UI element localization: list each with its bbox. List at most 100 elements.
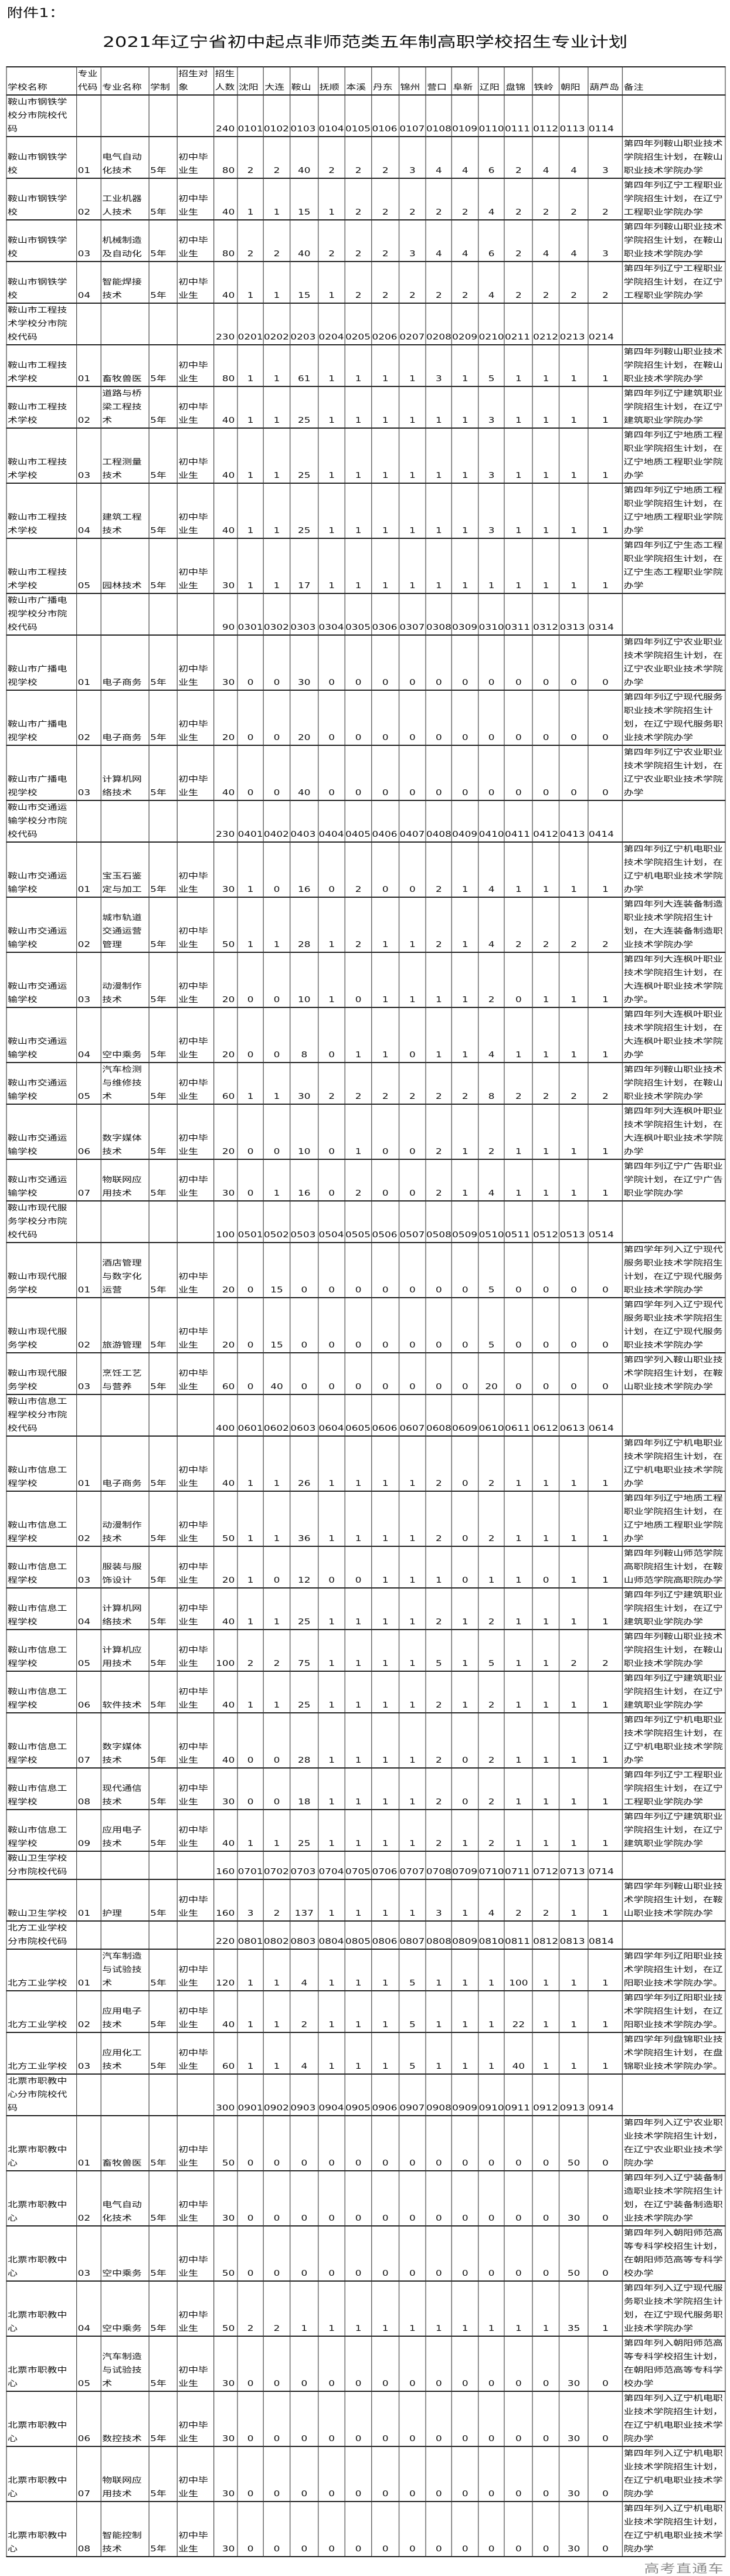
city-quota-cell: 1 xyxy=(588,841,623,898)
city-quota-cell: 1 xyxy=(451,386,479,429)
target-cell: 初中毕业生 xyxy=(176,1546,215,1589)
school-name-cell: 北方工业学校 xyxy=(6,1949,77,1991)
enrollment-total-cell: 230 xyxy=(213,800,238,843)
city-quota-cell: 0 xyxy=(344,1297,372,1353)
city-quota-cell: 2 xyxy=(425,261,453,304)
column-header: 备注 xyxy=(622,66,726,96)
duration-cell xyxy=(148,94,178,137)
city-quota-cell: 1 xyxy=(237,261,264,304)
city-quota-cell: 1 xyxy=(451,1104,479,1160)
city-quota-cell: 1 xyxy=(399,1491,426,1547)
column-header: 葫芦岛 xyxy=(588,66,623,96)
city-quota-cell: 0 xyxy=(532,1297,560,1353)
city-quota-cell: 25 xyxy=(290,427,319,484)
city-quota-cell: 0204 xyxy=(318,303,346,345)
city-quota-cell: 0 xyxy=(318,2446,346,2502)
column-header: 朝阳 xyxy=(559,66,589,96)
city-quota-cell: 0605 xyxy=(344,1394,372,1437)
enrollment-total-cell: 40 xyxy=(213,483,238,539)
major-name-cell xyxy=(100,1920,150,1950)
city-quota-cell: 0 xyxy=(318,1297,346,1353)
city-quota-cell: 40 xyxy=(263,1352,291,1395)
table-row: 北方工业学校 02 应用电子技术 5年 初中毕业生 40 1 1 2 1 1 1 5 1 1 1 22 1 1 1 第四… xyxy=(6,1990,726,2033)
city-quota-cell: 0 xyxy=(344,2170,372,2227)
remark-cell xyxy=(622,1851,726,1880)
city-quota-cell: 1 xyxy=(263,386,291,429)
major-code-cell: 04 xyxy=(76,1587,101,1630)
city-quota-cell: 1 xyxy=(344,1990,372,2033)
city-quota-cell: 36 xyxy=(290,1491,319,1547)
city-quota-cell: 1 xyxy=(318,1491,346,1547)
city-quota-cell: 0 xyxy=(237,952,264,1008)
city-quota-cell: 4 xyxy=(451,136,479,179)
major-name-cell: 城市轨道交通运营管理 xyxy=(100,897,150,953)
city-quota-cell: 0114 xyxy=(588,94,623,137)
remark-cell: 第四年列入辽宁机电职业技术学院招生计划，在辽宁机电职业技术学院办学 xyxy=(622,2391,726,2447)
school-name-cell: 鞍山市钢铁学校分市院校代码 xyxy=(6,94,77,137)
city-quota-cell: 1 xyxy=(344,1435,372,1492)
city-quota-cell: 1 xyxy=(263,178,291,220)
city-quota-cell: 0 xyxy=(371,2501,400,2557)
city-quota-cell: 0 xyxy=(263,1104,291,1160)
city-quota-cell: 1 xyxy=(371,483,400,539)
column-header: 辽阳 xyxy=(478,66,505,96)
city-quota-cell: 0 xyxy=(371,1352,400,1395)
city-quota-cell: 1 xyxy=(263,1671,291,1713)
city-quota-cell: 1 xyxy=(504,1712,534,1769)
city-quota-cell: 0 xyxy=(290,2391,319,2447)
major-name-cell: 计算机网络技术 xyxy=(100,1587,150,1630)
remark-cell: 第四年列辽宁工程职业学院招生计划，在辽宁工程职业学院办学 xyxy=(622,1767,726,1810)
major-name-cell: 空中乘务 xyxy=(100,2280,150,2337)
city-quota-cell: 1 xyxy=(559,841,589,898)
city-quota-cell: 1 xyxy=(344,1007,372,1063)
target-cell: 初中毕业生 xyxy=(176,1159,215,1202)
city-quota-cell: 0801 xyxy=(237,1920,264,1950)
city-quota-cell: 0409 xyxy=(451,800,479,843)
city-quota-cell: 0 xyxy=(399,1242,426,1298)
city-quota-cell: 2 xyxy=(237,2280,264,2337)
school-name-cell: 鞍山市钢铁学校 xyxy=(6,261,77,304)
school-name-cell: 鞍山市工程技术学校 xyxy=(6,427,77,484)
table-row: 鞍山市信息工程学校 08 现代通信技术 5年 初中毕业生 30 0 0 18 1 1 1 1 2 0 2 1 1 1… xyxy=(6,1767,726,1810)
city-quota-cell: 0 xyxy=(504,1352,534,1395)
city-quota-cell: 1 xyxy=(237,1949,264,1991)
city-quota-cell: 1 xyxy=(237,1671,264,1713)
city-quota-cell: 1 xyxy=(559,952,589,1008)
city-quota-cell: 75 xyxy=(290,1629,319,1672)
remark-cell: 第四年列鞍山职业技术学院招生计划，在鞍山职业技术学院办学 xyxy=(622,344,726,387)
duration-cell xyxy=(148,800,178,843)
city-quota-cell: 2 xyxy=(504,178,534,220)
major-name-cell: 道路与桥梁工程技术 xyxy=(100,386,150,429)
table-row: 鞍山市交通运输学校 06 数字媒体技术 5年 初中毕业生 20 0 0 10 0 1 0 0 2 1 2 1 1 1… xyxy=(6,1104,726,1160)
city-quota-cell: 0 xyxy=(588,2446,623,2502)
city-quota-cell: 0210 xyxy=(478,303,505,345)
target-cell xyxy=(176,1200,215,1243)
remark-cell: 第四学年列入辽宁现代服务职业技术学院招生计划，在辽宁现代服务职业技术学院办学 xyxy=(622,1242,726,1298)
city-quota-cell: 2 xyxy=(559,1629,589,1672)
target-cell: 初中毕业生 xyxy=(176,1629,215,1672)
city-quota-cell: 0 xyxy=(344,2446,372,2502)
school-name-cell: 鞍山市交通运输学校 xyxy=(6,1159,77,1202)
target-cell: 初中毕业生 xyxy=(176,1297,215,1353)
city-quota-cell: 0 xyxy=(451,1546,479,1589)
table-row: 鞍山市信息工程学校 05 计算机应用技术 5年 初中毕业生 100 2 2 75 1 1 1 1 5 1 5 1… xyxy=(6,1629,726,1672)
city-quota-cell: 0103 xyxy=(290,94,319,137)
major-code-cell: 02 xyxy=(76,1491,101,1547)
city-quota-cell: 1 xyxy=(559,1546,589,1589)
city-quota-cell: 0 xyxy=(318,2336,346,2392)
city-quota-cell: 1 xyxy=(371,1546,400,1589)
city-quota-cell: 30 xyxy=(559,2336,589,2392)
city-quota-cell: 1 xyxy=(588,1949,623,1991)
city-quota-cell: 0703 xyxy=(290,1851,319,1880)
major-name-cell: 电子商务 xyxy=(100,634,150,691)
school-name-cell: 北方工业学校 xyxy=(6,1990,77,2033)
duration-cell: 5年 xyxy=(148,1352,178,1395)
city-quota-cell: 2 xyxy=(290,1990,319,2033)
document-title: 2021年辽宁省初中起点非师范类五年制高职学校招生专业计划 xyxy=(103,33,628,50)
major-name-cell: 应用电子技术 xyxy=(100,1990,150,2033)
major-name-cell: 电子商务 xyxy=(100,1435,150,1492)
city-quota-cell: 0 xyxy=(451,1242,479,1298)
city-quota-cell: 0 xyxy=(532,690,560,746)
city-quota-cell: 25 xyxy=(290,1671,319,1713)
table-row: 鞍山市交通运输学校 03 动漫制作技术 5年 初中毕业生 20 0 0 10 1 0 1 1 1 1 2 0 1 1… xyxy=(6,952,726,1008)
